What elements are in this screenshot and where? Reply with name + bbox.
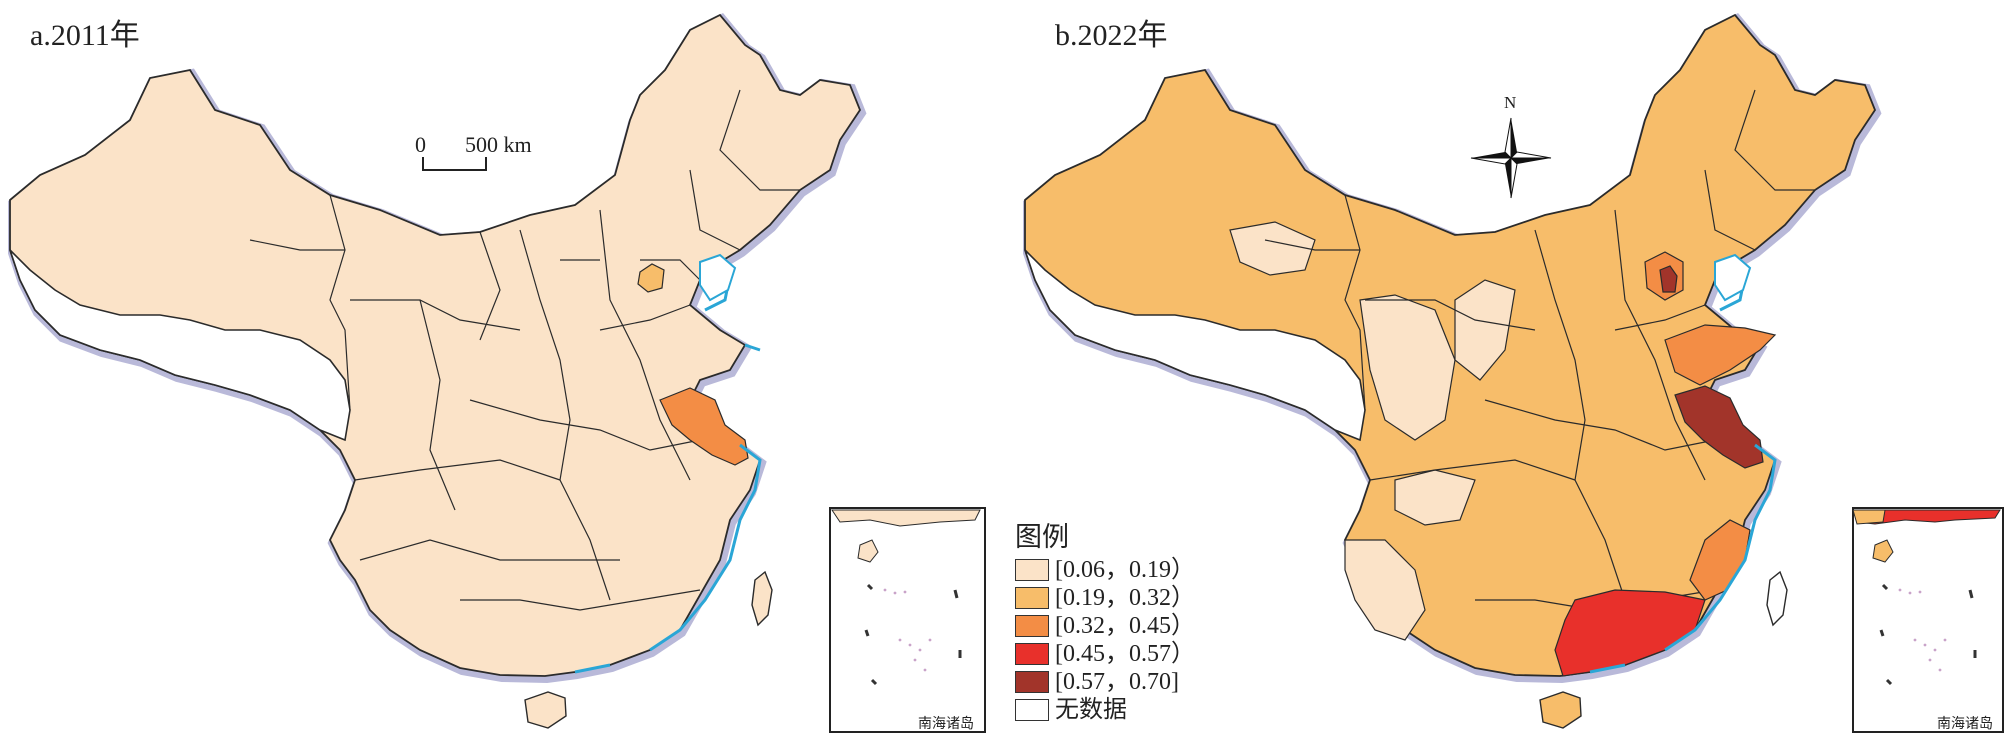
map-b-beijing bbox=[1659, 265, 1678, 293]
legend-label: [0.19，0.32） bbox=[1055, 585, 1195, 611]
map-b-gansu-north bbox=[1229, 221, 1316, 276]
legend-swatch bbox=[1015, 699, 1049, 721]
legend-swatch bbox=[1015, 587, 1049, 609]
map-a-title: a.2011年 bbox=[30, 19, 140, 52]
legend-item: [0.32，0.45） bbox=[1015, 612, 1245, 640]
map-a-inset-hainan bbox=[857, 539, 879, 563]
map-b-inset-label: 南海诸岛 bbox=[1937, 716, 1993, 732]
map-a-inset: 南海诸岛 bbox=[829, 507, 986, 733]
map-a-inset-label: 南海诸岛 bbox=[918, 716, 974, 732]
legend-item: [0.45，0.57） bbox=[1015, 640, 1245, 668]
map-b-inset-frame bbox=[1852, 507, 2004, 733]
legend-label: [0.06，0.19） bbox=[1055, 557, 1195, 583]
map-b-province-borders bbox=[1264, 89, 1815, 611]
map-b-bohai-sea bbox=[1714, 253, 1752, 302]
map-b-yunnan bbox=[1344, 539, 1426, 641]
map-b-inset-dash-line bbox=[1879, 583, 1977, 686]
legend-swatch bbox=[1015, 615, 1049, 637]
north-arrow: N bbox=[1470, 93, 1552, 199]
legend-item: [0.06，0.19） bbox=[1015, 556, 1245, 584]
legend-label: [0.57，0.70] bbox=[1055, 669, 1179, 695]
legend-swatch bbox=[1015, 643, 1049, 665]
map-b: b.2022年 N bbox=[1025, 15, 2004, 733]
map-b-inset-hainan bbox=[1872, 539, 1894, 563]
map-a-inset-dash-line bbox=[864, 583, 962, 686]
map-a-taiwan bbox=[751, 571, 773, 626]
legend-item: 无数据 bbox=[1015, 696, 1245, 724]
map-b-hainan bbox=[1539, 691, 1582, 729]
map-a-inset-islands bbox=[883, 588, 932, 672]
map-b-shandong bbox=[1664, 324, 1777, 386]
map-b-taiwan bbox=[1766, 571, 1788, 626]
legend-swatch bbox=[1015, 671, 1049, 693]
map-b-guangdong bbox=[1554, 589, 1706, 677]
map-a-province-borders bbox=[249, 89, 800, 611]
legend-label: [0.45，0.57） bbox=[1055, 641, 1195, 667]
legend-item: [0.57，0.70] bbox=[1015, 668, 1245, 696]
map-a-inset-mainland bbox=[831, 509, 981, 527]
scale-bar-line bbox=[422, 157, 487, 171]
scale-bar: 0 500 km bbox=[415, 132, 532, 171]
scale-bar-start-label: 0 bbox=[415, 132, 426, 157]
legend-item: [0.19，0.32） bbox=[1015, 584, 1245, 612]
legend: 图例 [0.06，0.19） [0.19，0.32） [0.32，0.45） [… bbox=[1015, 522, 1245, 724]
north-arrow-label: N bbox=[1504, 93, 1516, 112]
map-a-inset-frame bbox=[829, 507, 986, 733]
map-b-title: b.2022年 bbox=[1055, 19, 1168, 52]
legend-label: 无数据 bbox=[1055, 697, 1127, 723]
map-b-inset: 南海诸岛 bbox=[1852, 507, 2004, 733]
legend-swatch bbox=[1015, 559, 1049, 581]
map-b-shanxi bbox=[1454, 279, 1516, 381]
map-a-bohai-sea bbox=[699, 253, 737, 302]
map-a-beijing bbox=[637, 263, 665, 293]
legend-label: [0.32，0.45） bbox=[1055, 613, 1195, 639]
map-b-jiangsu bbox=[1674, 385, 1764, 469]
scale-bar-end-label: 500 km bbox=[465, 132, 532, 157]
map-b-inset-islands bbox=[1898, 588, 1947, 672]
legend-title: 图例 bbox=[1015, 522, 1069, 552]
map-b-inset-guangxi bbox=[1852, 509, 1886, 525]
map-a-hainan bbox=[524, 691, 567, 729]
map-a: a.2011年 0 500 km 南海诸岛 bbox=[10, 15, 986, 733]
map-a-jiangsu bbox=[659, 387, 749, 466]
